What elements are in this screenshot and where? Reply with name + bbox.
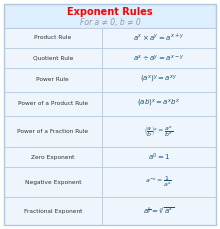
Text: Quotient Rule: Quotient Rule [33, 55, 73, 60]
Text: $a^x \times a^y = a^{x+y}$: $a^x \times a^y = a^{x+y}$ [133, 33, 184, 43]
Bar [4, 147, 101, 167]
Bar [4, 28, 101, 48]
Text: Power of a Product Rule: Power of a Product Rule [18, 101, 88, 106]
Bar [4, 4, 216, 28]
Text: $a^{\frac{x}{y}} = \sqrt[y]{a^x}$: $a^{\frac{x}{y}} = \sqrt[y]{a^x}$ [143, 206, 175, 216]
Bar [4, 68, 101, 92]
Bar [4, 116, 101, 147]
Bar [101, 92, 216, 116]
Bar [4, 197, 101, 225]
Bar [101, 197, 216, 225]
Text: Fractional Exponent: Fractional Exponent [24, 209, 82, 214]
Text: For a ≠ 0, b ≠ 0: For a ≠ 0, b ≠ 0 [80, 17, 140, 27]
Text: Power of a Fraction Rule: Power of a Fraction Rule [17, 129, 88, 134]
Text: $(a^x)^y = a^{xy}$: $(a^x)^y = a^{xy}$ [140, 74, 178, 85]
Bar [4, 48, 101, 68]
Bar [101, 116, 216, 147]
Text: Power Rule: Power Rule [36, 77, 69, 82]
Text: $a^x \div a^y = a^{x-y}$: $a^x \div a^y = a^{x-y}$ [133, 53, 184, 63]
Bar [101, 167, 216, 197]
Text: $(ab)^x = a^x b^x$: $(ab)^x = a^x b^x$ [137, 98, 181, 109]
Text: Zero Exponent: Zero Exponent [31, 155, 74, 160]
Bar [4, 92, 101, 116]
Bar [101, 147, 216, 167]
Text: $a^0 = 1$: $a^0 = 1$ [148, 152, 170, 163]
Bar [101, 48, 216, 68]
Text: $a^{-x} = \dfrac{1}{a^x}$: $a^{-x} = \dfrac{1}{a^x}$ [145, 175, 172, 189]
Bar [101, 28, 216, 48]
Bar [101, 68, 216, 92]
Text: Product Rule: Product Rule [34, 35, 71, 41]
Text: $\left(\dfrac{a}{b}\right)^{\!x} = \dfrac{a^x}{b^x}$: $\left(\dfrac{a}{b}\right)^{\!x} = \dfra… [144, 124, 173, 139]
Text: Exponent Rules: Exponent Rules [67, 7, 153, 17]
Bar [4, 167, 101, 197]
Text: Negative Exponent: Negative Exponent [24, 180, 81, 185]
